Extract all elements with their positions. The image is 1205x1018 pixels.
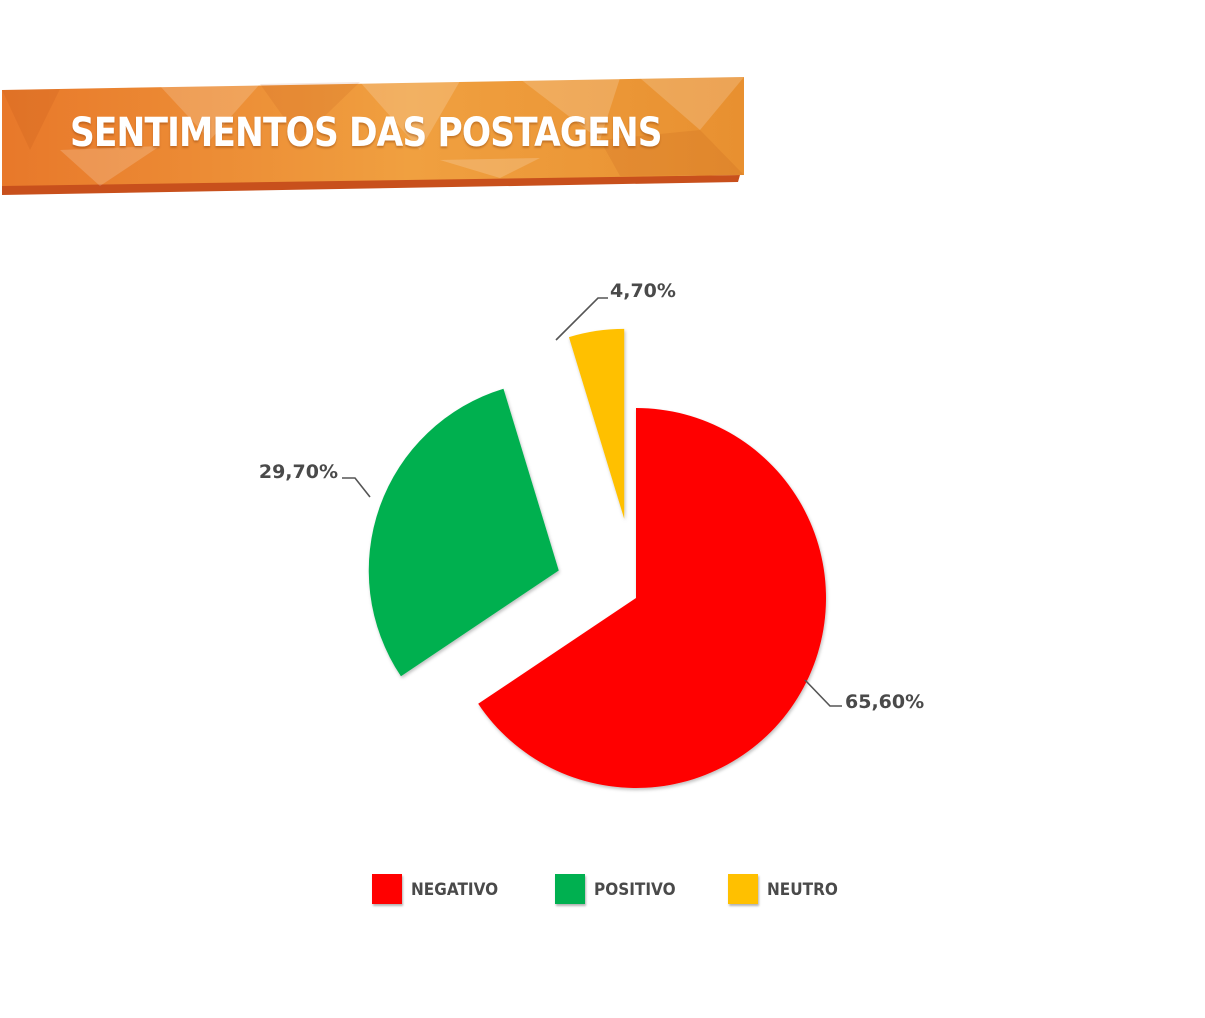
leader-line-negativo — [804, 679, 842, 707]
pie-slice-negativo — [478, 408, 826, 789]
data-label-positivo: 29,70% — [259, 461, 338, 483]
banner-facets — [60, 77, 744, 186]
pie-slice-neutro — [568, 328, 625, 519]
leader-line-neutro — [555, 297, 608, 341]
pie-slice-positivo — [368, 388, 559, 677]
banner-shadow-strip — [2, 175, 740, 195]
legend-label-neutro: NEUTRO — [767, 880, 838, 900]
leader-line-positivo — [342, 477, 371, 498]
legend-swatch-neutro — [728, 874, 758, 904]
data-label-negativo: 65,60% — [845, 691, 924, 713]
banner-background — [2, 77, 744, 186]
legend-swatch-positivo — [555, 874, 585, 904]
title-banner — [2, 77, 744, 195]
data-label-neutro: 4,70% — [610, 280, 676, 302]
legend-swatch-negativo — [372, 874, 402, 904]
legend-label-positivo: POSITIVO — [594, 880, 676, 900]
legend-label-negativo: NEGATIVO — [411, 880, 499, 900]
page-title: SENTIMENTOS DAS POSTAGENS — [70, 110, 663, 156]
